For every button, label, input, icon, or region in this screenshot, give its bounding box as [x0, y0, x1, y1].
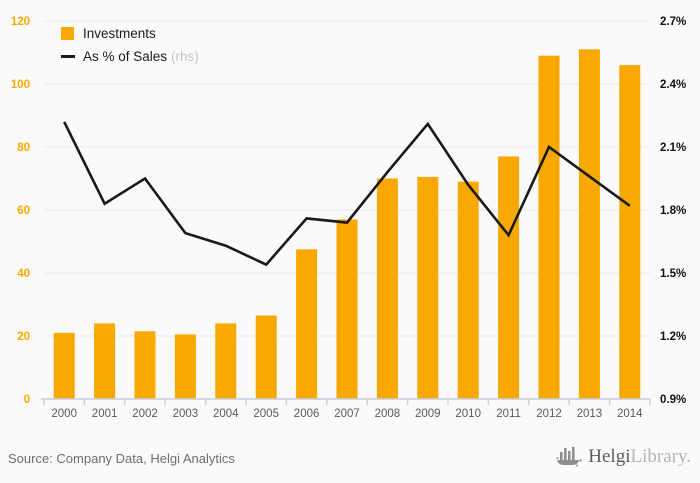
bar-2000 [53, 332, 75, 399]
bar-2009 [417, 176, 439, 399]
bar-2011 [498, 156, 520, 399]
y-axis-right-label: 2.7% [660, 16, 686, 28]
y-axis-left-label: 80 [17, 142, 30, 154]
logo-text-library: Library. [630, 445, 692, 467]
investments-combo-chart: 0 0.9% 20 1.2% 40 1.5% 60 1.8% 80 2.1% 100 2.4% 120 2… [11, 16, 686, 420]
legend: Investments As % of Sales (rhs) [61, 26, 199, 64]
helgi-library-logo: Helgi Library. [556, 444, 691, 468]
x-axis-label-2005: 2005 [253, 408, 279, 420]
x-axis-label-2010: 2010 [455, 408, 481, 420]
line-as-percent-of-sales [63, 121, 631, 267]
x-axis-label-2011: 2011 [496, 408, 521, 420]
legend-label-investments: Investments [83, 26, 156, 41]
x-axis-label-2009: 2009 [415, 408, 441, 420]
x-axis-label-2002: 2002 [132, 408, 158, 420]
bar-2002 [134, 331, 156, 399]
bar-2004 [215, 323, 237, 399]
x-axis-label-2006: 2006 [294, 408, 320, 420]
logo-text-helgi: Helgi [588, 445, 631, 467]
bar-2008 [376, 178, 398, 399]
legend-label-as-percent-of-sales: As % of Sales [83, 49, 168, 64]
x-axis-label-2004: 2004 [213, 408, 239, 420]
bar-2010 [457, 181, 479, 399]
x-axis-label-2008: 2008 [375, 408, 401, 420]
y-axis-left-label: 20 [17, 331, 30, 343]
bar-2005 [255, 315, 277, 399]
x-axis-label-2000: 2000 [51, 408, 77, 420]
y-axis-left-label: 40 [17, 268, 30, 280]
x-axis-label-2014: 2014 [617, 408, 643, 420]
y-axis-right-label: 1.2% [660, 331, 686, 343]
y-axis-left-label: 0 [24, 394, 30, 406]
legend-rhs-suffix: (rhs) [171, 49, 199, 64]
x-axis-label-2013: 2013 [577, 408, 603, 420]
legend-item-investments: Investments [61, 26, 199, 41]
x-axis-label-2012: 2012 [536, 408, 562, 420]
y-axis-left-label: 100 [11, 79, 30, 91]
y-axis-right-label: 1.5% [660, 268, 686, 280]
y-axis-right-label: 2.4% [660, 79, 686, 91]
bar-2007 [336, 219, 358, 399]
y-axis-left-label: 60 [17, 205, 30, 217]
y-axis-right-label: 0.9% [660, 394, 686, 406]
y-axis-right-label: 2.1% [660, 142, 686, 154]
bar-2012 [538, 55, 560, 400]
x-axis-label-2007: 2007 [334, 408, 360, 420]
x-axis-label-2001: 2001 [92, 408, 118, 420]
bar-2006 [296, 249, 318, 399]
bar-2003 [174, 334, 196, 399]
bar-swatch-icon [61, 27, 74, 40]
source-attribution: Source: Company Data, Helgi Analytics [8, 451, 235, 466]
y-axis-left-label: 120 [11, 16, 30, 28]
bar-2014 [619, 65, 641, 399]
bar-chart-ship-icon [556, 447, 582, 467]
bar-2013 [578, 49, 600, 399]
x-axis-label-2003: 2003 [173, 408, 199, 420]
y-axis-right-label: 1.8% [660, 205, 686, 217]
line-swatch-icon [61, 55, 75, 58]
legend-item-as-percent-of-sales: As % of Sales (rhs) [61, 49, 199, 64]
bar-2001 [94, 323, 116, 399]
